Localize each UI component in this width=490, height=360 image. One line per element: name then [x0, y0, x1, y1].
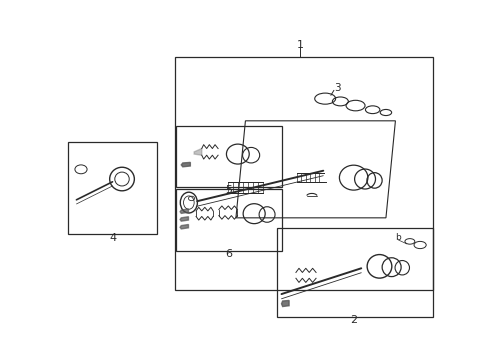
Bar	[175, 57, 433, 291]
Bar	[176, 126, 281, 186]
Text: 3: 3	[334, 83, 341, 93]
Bar	[176, 189, 281, 251]
Text: 4: 4	[109, 233, 116, 243]
Text: 2: 2	[350, 315, 357, 325]
Polygon shape	[180, 217, 189, 221]
Text: 1: 1	[297, 40, 304, 50]
Polygon shape	[181, 162, 190, 167]
Polygon shape	[194, 149, 202, 155]
Text: 5: 5	[225, 185, 232, 195]
Text: b: b	[395, 233, 401, 242]
Bar	[68, 141, 157, 234]
Polygon shape	[180, 209, 189, 213]
Bar	[277, 228, 433, 317]
Polygon shape	[281, 301, 289, 307]
Text: 6: 6	[225, 249, 232, 260]
Polygon shape	[180, 225, 189, 229]
